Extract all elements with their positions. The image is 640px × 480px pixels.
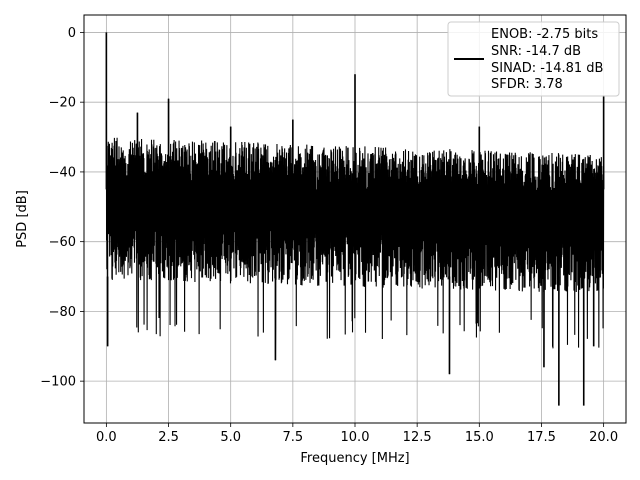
x-tick-label: 20.0 (589, 430, 618, 445)
y-tick-label: 0 (68, 26, 76, 41)
axis-ticks: 0.0 2.5 5.0 7.5 10.0 12.5 15.0 17.5 20.0 0 −20 −40 −… (40, 26, 618, 445)
y-tick-label: −100 (40, 375, 76, 390)
x-axis-label: Frequency [MHz] (300, 451, 409, 466)
legend: ENOB: -2.75 bits SNR: -14.7 dB SINAD: -1… (447, 21, 620, 97)
y-tick-label: −40 (49, 165, 76, 180)
x-tick-label: 5.0 (220, 430, 241, 445)
x-tick-label: 0.0 (96, 430, 117, 445)
y-axis-label: PSD [dB] (15, 190, 30, 248)
y-tick-label: −60 (49, 235, 76, 250)
x-tick-label: 7.5 (283, 430, 304, 445)
x-tick-label: 17.5 (527, 430, 556, 445)
legend-entry-sfdr: SFDR: 3.78 (491, 77, 563, 92)
legend-box (447, 21, 620, 97)
legend-entry-sinad: SINAD: -14.81 dB (491, 61, 603, 76)
x-tick-label: 10.0 (341, 430, 370, 445)
legend-entry-snr: SNR: -14.7 dB (491, 44, 581, 59)
y-tick-label: −80 (49, 305, 76, 320)
y-tick-label: −20 (49, 96, 76, 111)
x-tick-label: 12.5 (403, 430, 432, 445)
x-tick-label: 2.5 (158, 430, 179, 445)
psd-series (105, 32, 605, 406)
legend-entry-enob: ENOB: -2.75 bits (491, 27, 598, 42)
x-tick-label: 15.0 (465, 430, 494, 445)
